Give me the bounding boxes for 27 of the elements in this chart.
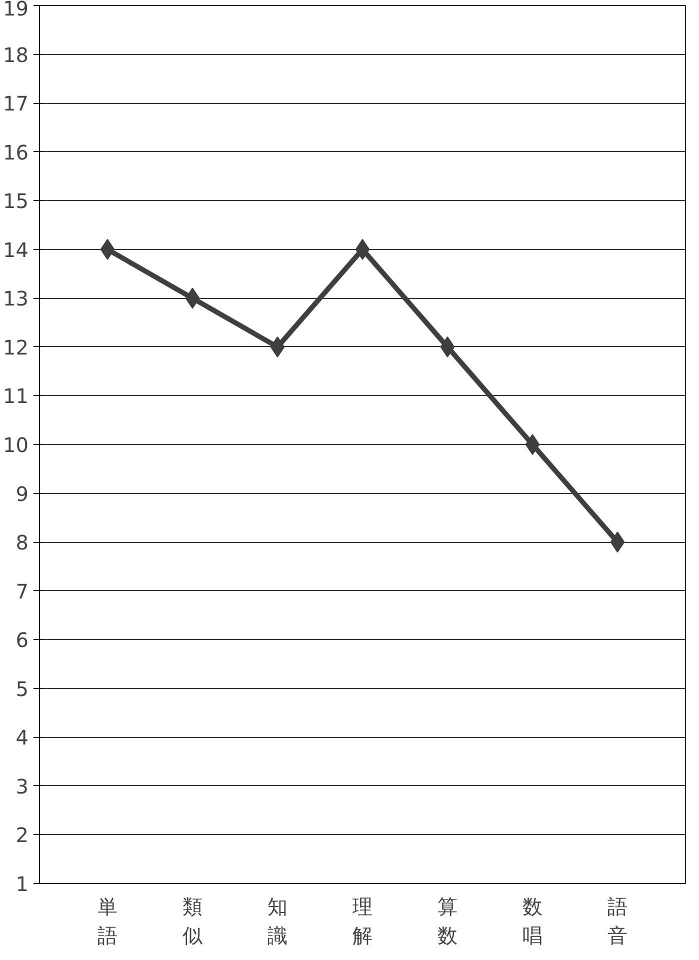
y-tick-label: 18 <box>3 42 29 67</box>
y-tick-label: 15 <box>3 189 29 214</box>
y-tick-label: 2 <box>16 823 29 848</box>
x-tick-label: 単語 <box>98 894 118 948</box>
x-tick-label: 理解 <box>352 894 372 948</box>
y-tick-label: 3 <box>16 774 29 798</box>
y-tick-label: 7 <box>16 579 29 604</box>
x-tick-label: 数唱 <box>522 894 542 948</box>
y-tick-label: 14 <box>3 238 29 262</box>
y-tick-label: 11 <box>3 384 29 408</box>
y-tick-label: 5 <box>16 676 29 701</box>
x-tick-label: 算数 <box>438 894 458 948</box>
y-tick-label: 8 <box>16 530 29 555</box>
y-tick-label: 12 <box>3 335 29 360</box>
y-tick-label: 4 <box>16 726 29 750</box>
y-tick-label: 6 <box>16 628 29 652</box>
y-tick-label: 9 <box>16 482 29 506</box>
y-tick-label: 17 <box>3 92 29 116</box>
x-tick-label: 語音 <box>608 894 628 948</box>
y-tick-label: 16 <box>3 140 29 164</box>
y-tick-label: 1 <box>16 872 29 896</box>
y-tick-label: 19 <box>3 0 29 20</box>
y-tick-label: 10 <box>3 433 29 457</box>
x-tick-label: 知識 <box>268 894 288 948</box>
x-tick-label: 類似 <box>182 894 202 948</box>
point <box>525 434 540 455</box>
y-tick-label: 13 <box>3 286 29 311</box>
